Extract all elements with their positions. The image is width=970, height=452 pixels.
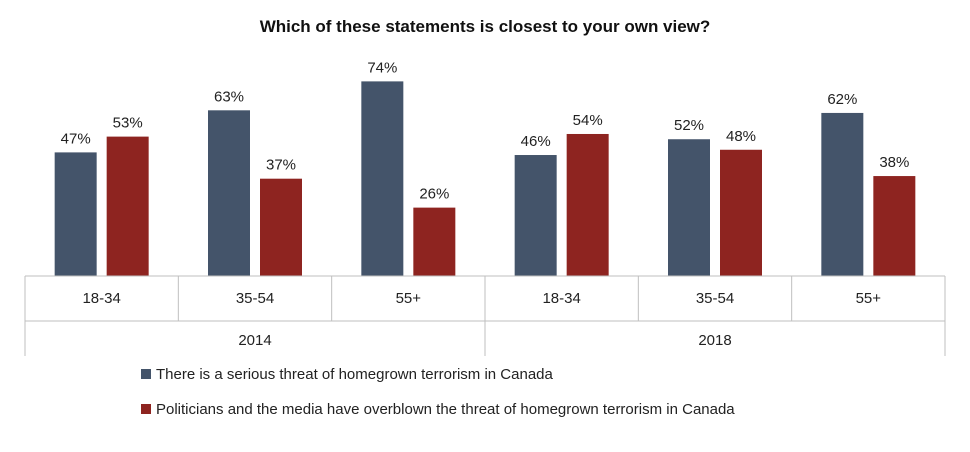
data-label-s1-c3: 54%	[573, 112, 603, 129]
category-label-0: 18-34	[82, 290, 120, 307]
group-label-0: 2014	[238, 332, 271, 349]
bar-s1-c4	[720, 149, 762, 276]
data-label-s0-c0: 47%	[61, 130, 91, 147]
data-label-s0-c4: 52%	[674, 117, 704, 134]
data-label-s1-c5: 38%	[879, 154, 909, 171]
category-label-4: 35-54	[696, 290, 734, 307]
legend-swatch-1	[141, 404, 151, 414]
data-label-s1-c2: 26%	[419, 186, 449, 203]
legend-entry-0: There is a serious threat of homegrown t…	[156, 366, 554, 383]
bar-s0-c1	[208, 110, 250, 276]
bar-s1-c3	[566, 133, 609, 276]
bar-s0-c3	[514, 155, 557, 276]
category-label-3: 18-34	[542, 290, 580, 307]
category-label-2: 55+	[396, 290, 422, 307]
data-label-s0-c2: 74%	[367, 59, 397, 76]
data-label-s0-c1: 63%	[214, 88, 244, 105]
bar-s1-c1	[260, 178, 302, 276]
data-label-s1-c0: 53%	[113, 115, 143, 132]
bar-s1-c5	[873, 176, 916, 276]
legend-entry-1: Politicians and the media have overblown…	[156, 401, 735, 418]
bar-s1-c0	[106, 136, 149, 276]
bar-s0-c0	[54, 152, 97, 276]
data-label-s0-c3: 46%	[521, 133, 551, 150]
bar-s0-c2	[361, 81, 404, 276]
data-label-s1-c1: 37%	[266, 157, 296, 174]
bar-s1-c2	[413, 207, 456, 276]
category-label-5: 55+	[856, 290, 882, 307]
chart-title: Which of these statements is closest to …	[260, 17, 711, 36]
legend-swatch-0	[141, 369, 151, 379]
category-label-1: 35-54	[236, 290, 274, 307]
bar-s0-c5	[821, 112, 864, 276]
data-label-s0-c5: 62%	[827, 91, 857, 108]
group-label-1: 2018	[698, 332, 731, 349]
bar-s0-c4	[668, 139, 710, 276]
data-label-s1-c4: 48%	[726, 128, 756, 145]
